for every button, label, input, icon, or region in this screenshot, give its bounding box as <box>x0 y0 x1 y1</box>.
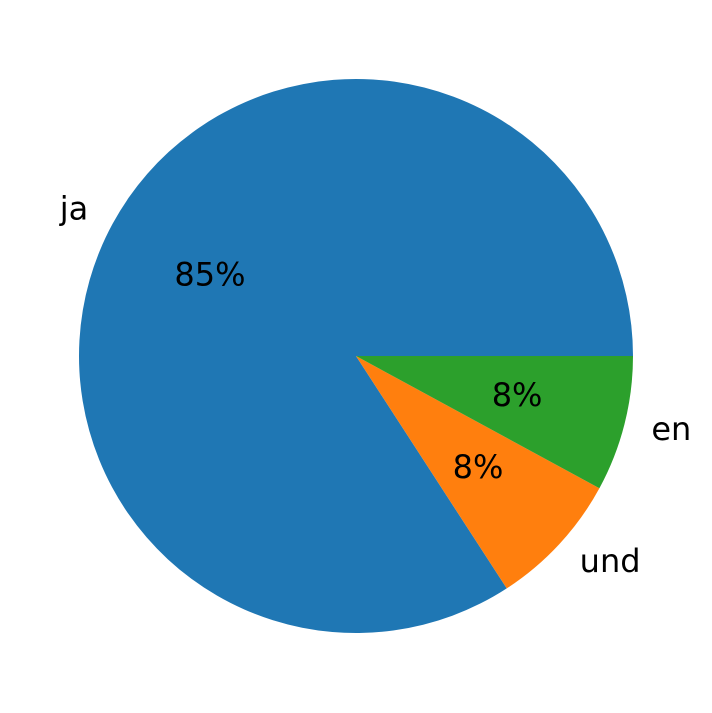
percent-label: 8% <box>492 376 543 414</box>
percent-label: 8% <box>453 448 504 486</box>
slice-label: en <box>651 410 691 448</box>
percent-label: 85% <box>174 256 245 294</box>
pie-slice <box>78 79 633 634</box>
pie-slice <box>356 356 600 589</box>
pie-slice <box>356 356 633 489</box>
slice-label: und <box>580 542 641 580</box>
slice-label: ja <box>59 190 89 228</box>
